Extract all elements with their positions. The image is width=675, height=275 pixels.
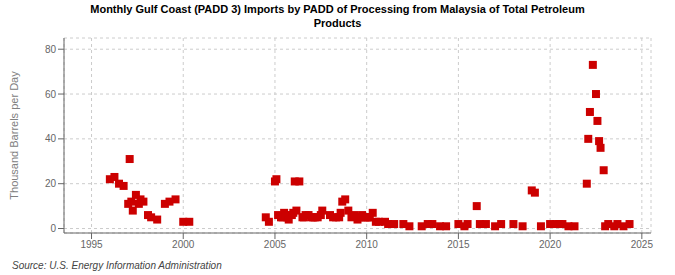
svg-text:2015: 2015 — [447, 239, 470, 250]
svg-text:60: 60 — [45, 89, 57, 100]
svg-text:2020: 2020 — [539, 239, 562, 250]
svg-text:Thousand Barrels per Day: Thousand Barrels per Day — [8, 71, 20, 200]
svg-text:2005: 2005 — [264, 239, 287, 250]
svg-text:2025: 2025 — [631, 239, 654, 250]
svg-text:80: 80 — [45, 44, 57, 55]
svg-text:40: 40 — [45, 133, 57, 144]
svg-text:2010: 2010 — [356, 239, 379, 250]
svg-text:0: 0 — [50, 223, 56, 234]
svg-text:2000: 2000 — [172, 239, 195, 250]
html-text:Source: U.S. Energy Informatio: Source: U.S. Energy Information Administ… — [12, 260, 222, 271]
svg-text:20: 20 — [45, 178, 57, 189]
svg-text:1995: 1995 — [80, 239, 103, 250]
html-text:Monthly Gulf Coast (PADD 3) Im: Monthly Gulf Coast (PADD 3) Imports by P… — [90, 3, 585, 29]
